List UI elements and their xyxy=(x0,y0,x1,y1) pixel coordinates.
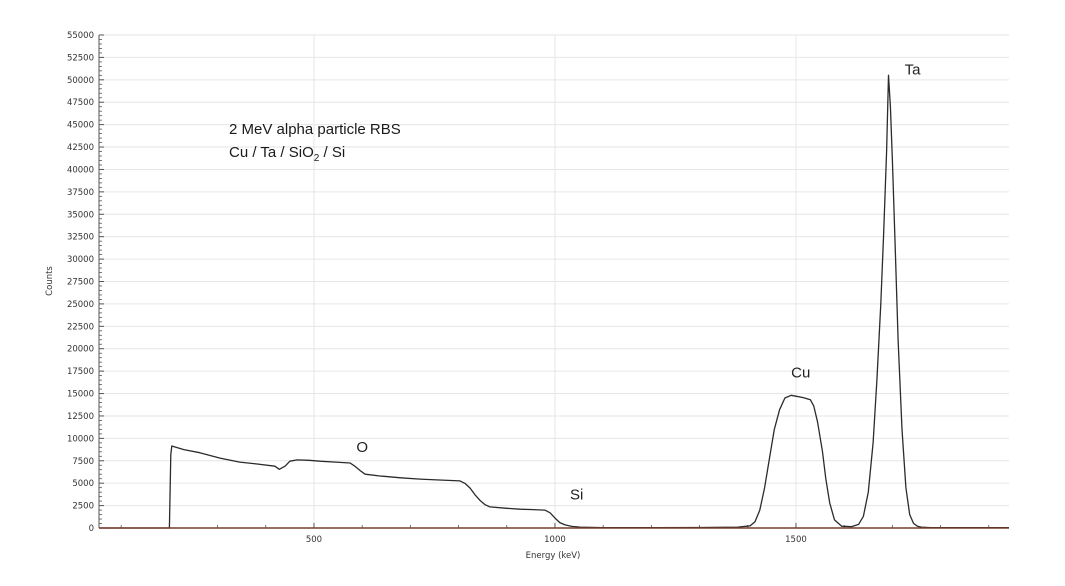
peak-label-ta: Ta xyxy=(905,61,922,78)
y-axis: 0 2500 5000 7500 10000 12500 15000 17500 20000 22… xyxy=(67,31,104,534)
y-tick-label: 25000 xyxy=(67,300,94,310)
y-tick-label: 55000 xyxy=(67,31,94,41)
y-tick-label: 5000 xyxy=(72,479,94,489)
x-tick-label: 1000 xyxy=(544,535,566,545)
x-axis-title: Energy (keV) xyxy=(526,551,581,561)
y-tick-label: 10000 xyxy=(67,434,94,444)
y-tick-label: 47500 xyxy=(67,98,94,108)
peak-label-o: O xyxy=(356,439,368,456)
x-tick-label: 500 xyxy=(306,535,322,545)
peak-label-cu: Cu xyxy=(791,364,810,381)
y-tick-label: 22500 xyxy=(67,322,94,332)
y-tick-label: 15000 xyxy=(67,390,94,400)
subtitle-pre: Cu / Ta / SiO xyxy=(229,144,314,161)
subtitle-post: / Si xyxy=(319,144,345,161)
chart-subtitle: Cu / Ta / SiO2 / Si xyxy=(229,144,345,164)
y-tick-label: 37500 xyxy=(67,188,94,198)
x-axis: 500 1000 1500 xyxy=(120,523,990,545)
y-tick-label: 17500 xyxy=(67,367,94,377)
y-tick-label: 2500 xyxy=(72,502,94,512)
y-tick-label: 40000 xyxy=(67,165,94,175)
y-tick-label: 45000 xyxy=(67,121,94,131)
y-tick-label: 27500 xyxy=(67,278,94,288)
x-tick-label: 1500 xyxy=(785,535,807,545)
y-tick-label: 12500 xyxy=(67,412,94,422)
y-tick-label: 7500 xyxy=(72,457,94,467)
chart-title: 2 MeV alpha particle RBS xyxy=(229,121,401,138)
grid-lines xyxy=(99,34,1009,528)
peak-annotations: O Si Cu Ta xyxy=(356,61,921,503)
y-tick-label: 0 xyxy=(89,524,94,534)
y-tick-label: 50000 xyxy=(67,76,94,86)
y-tick-label: 30000 xyxy=(67,255,94,265)
peak-label-si: Si xyxy=(570,486,583,503)
y-axis-title: Counts xyxy=(45,266,55,296)
subtitle-subscript: 2 xyxy=(314,153,320,164)
y-tick-label: 42500 xyxy=(67,143,94,153)
y-tick-label: 32500 xyxy=(67,233,94,243)
y-tick-label: 20000 xyxy=(67,345,94,355)
y-tick-label: 35000 xyxy=(67,210,94,220)
y-tick-label: 52500 xyxy=(67,53,94,63)
